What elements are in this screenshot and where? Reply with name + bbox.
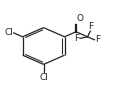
Text: Cl: Cl	[4, 28, 13, 37]
Text: F: F	[74, 34, 79, 43]
Text: O: O	[77, 14, 84, 23]
Text: F: F	[95, 35, 100, 44]
Text: F: F	[88, 22, 93, 31]
Text: Cl: Cl	[39, 73, 48, 82]
